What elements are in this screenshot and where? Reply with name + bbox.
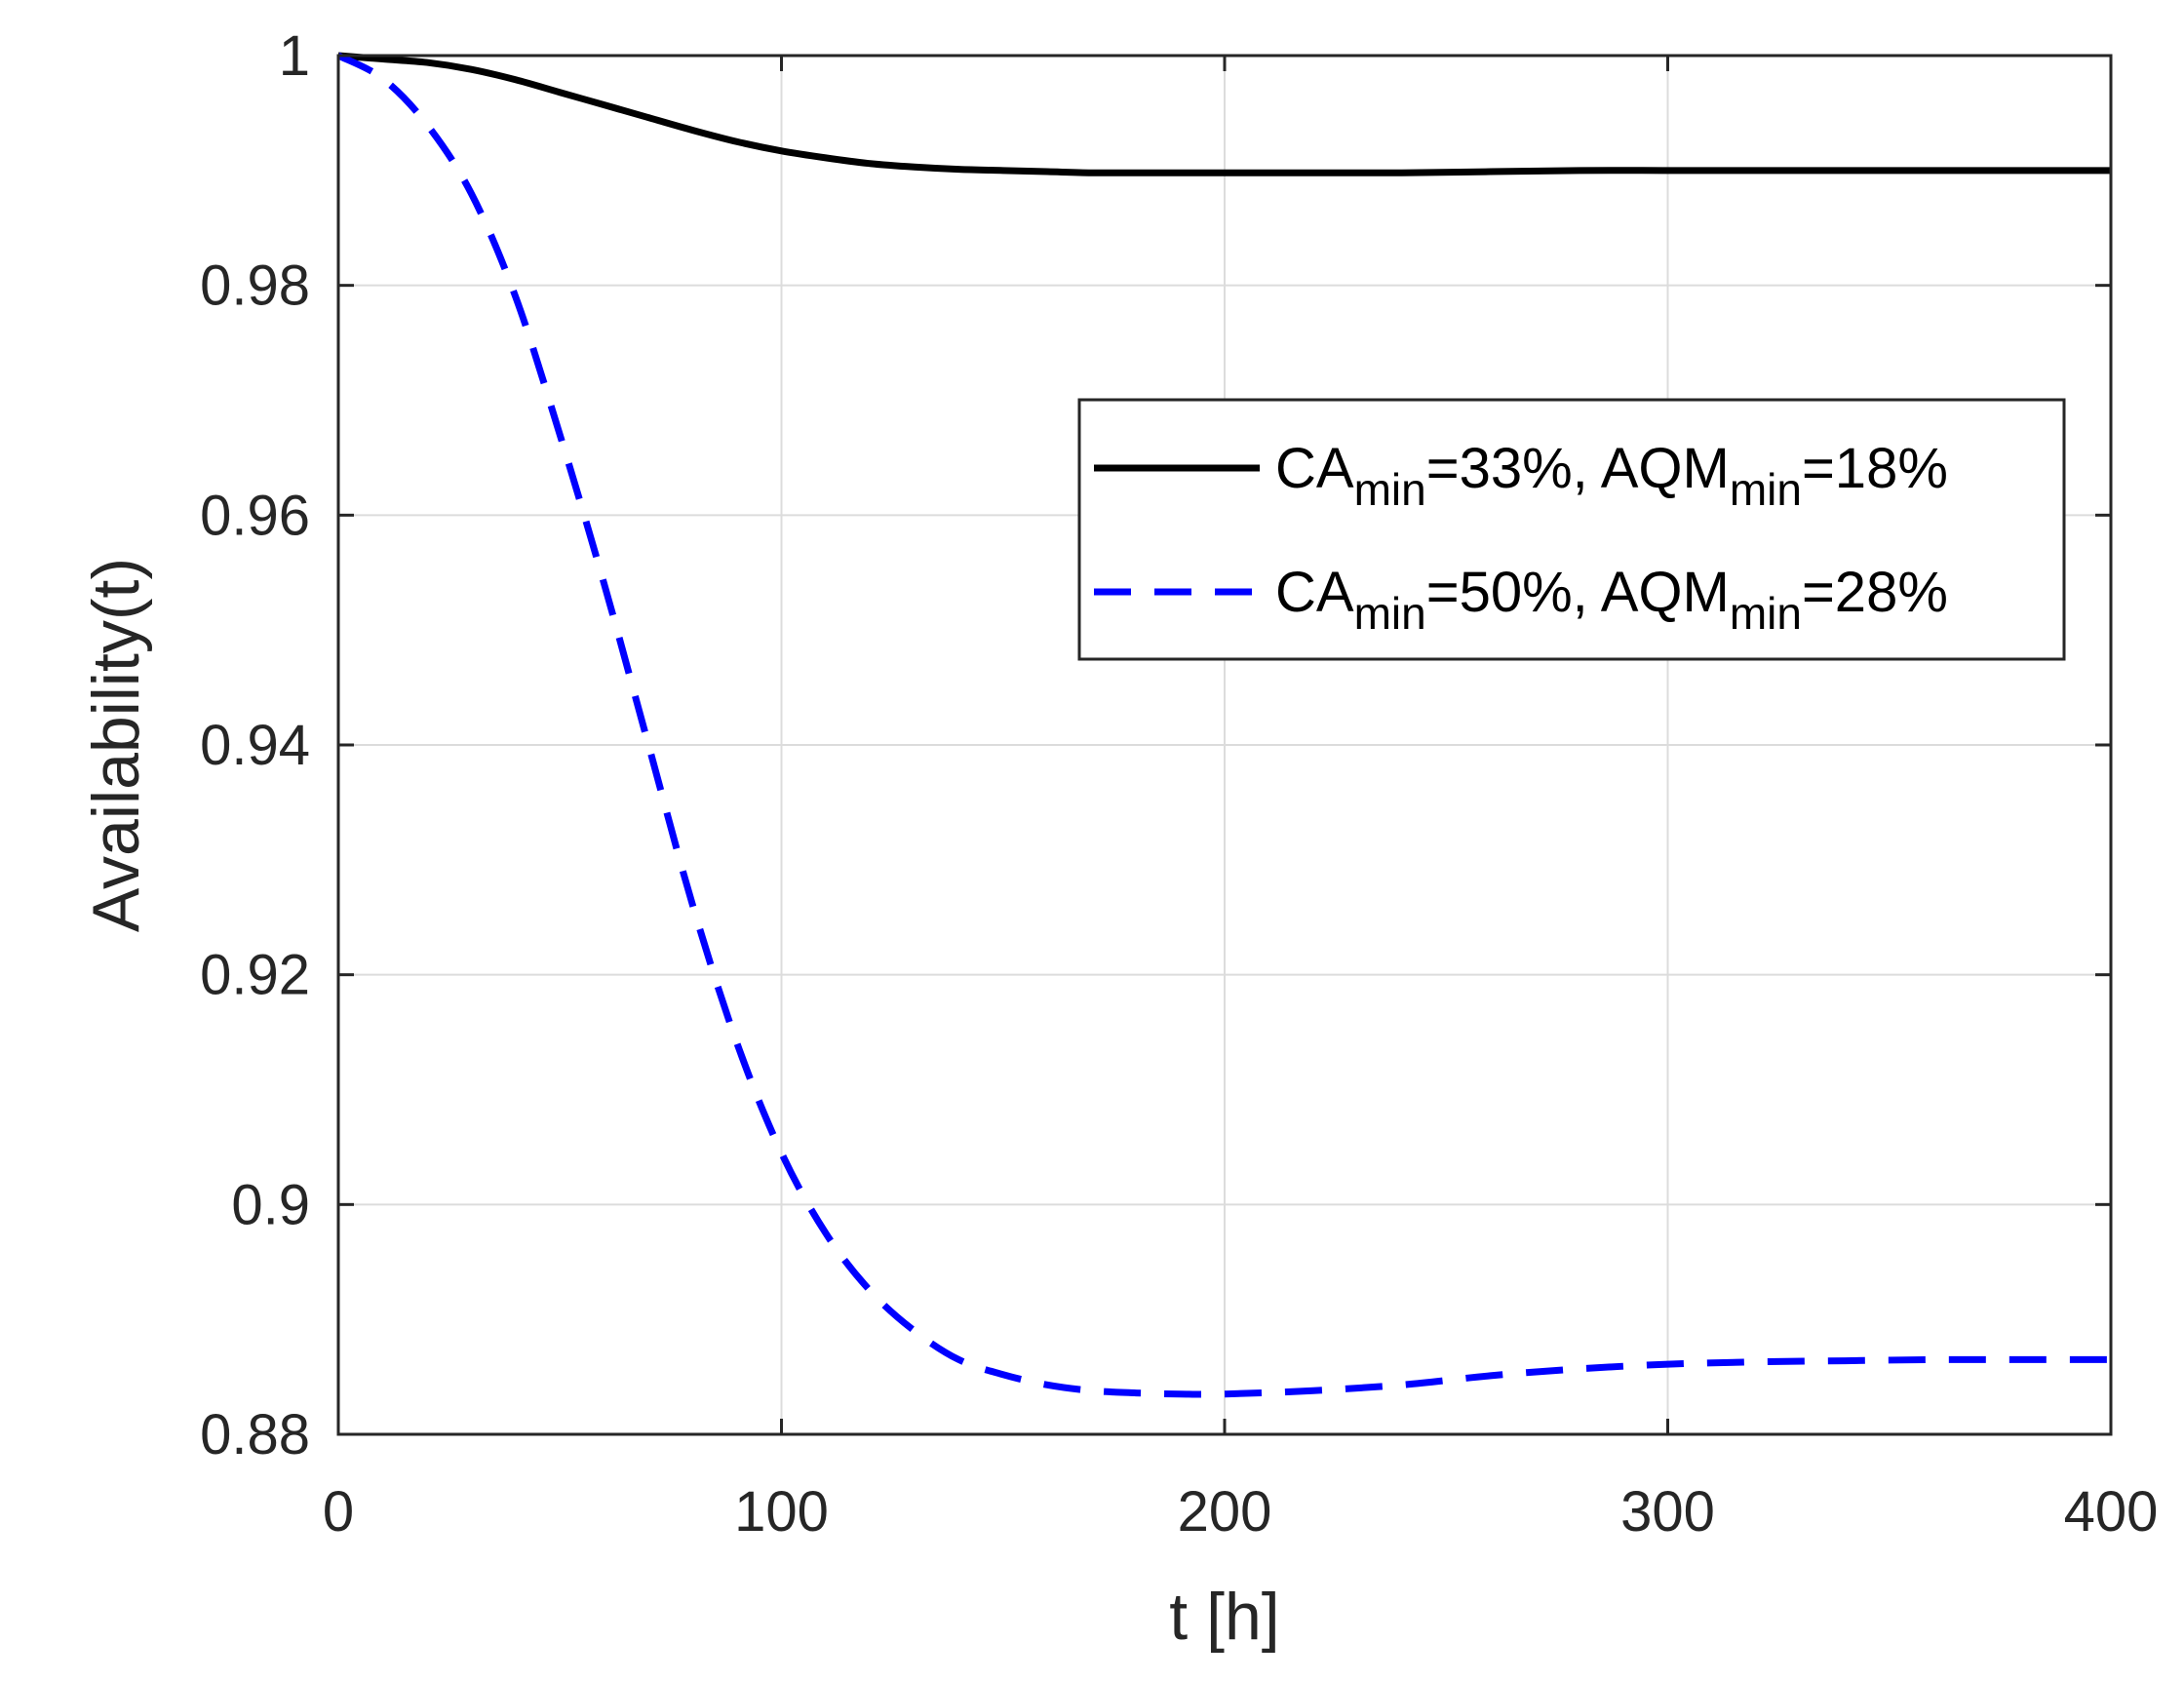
legend-entry-series-2: CAmin=50%, AQMmin=28% (1275, 561, 1948, 639)
y-tick-label: 0.98 (200, 254, 310, 318)
series-line-2 (336, 52, 2111, 1398)
y-tick-label: 0.94 (200, 714, 310, 777)
y-tick-label: 0.88 (200, 1403, 310, 1466)
plot-series (336, 52, 2111, 1398)
x-tick-label: 200 (1178, 1480, 1272, 1544)
y-tick-label: 0.92 (200, 944, 310, 1007)
legend-box (1077, 398, 2066, 661)
x-axis-label: t [h] (1169, 1580, 1279, 1654)
x-tick-label: 100 (734, 1480, 829, 1544)
x-tick-label: 300 (1620, 1480, 1715, 1544)
y-tick-label: 1 (279, 24, 310, 88)
y-tick-label: 0.96 (200, 484, 310, 547)
legend: CAmin=33%, AQMmin=18% CAmin=50%, AQMmin=… (1077, 398, 2066, 661)
y-tick-label: 0.9 (231, 1173, 310, 1236)
series-line-1 (337, 52, 2111, 176)
x-tick-label: 400 (2064, 1480, 2159, 1544)
y-axis-label: Availability(t) (79, 558, 153, 932)
legend-entry-series-1: CAmin=33%, AQMmin=18% (1275, 437, 1948, 515)
x-tick-label: 0 (323, 1480, 354, 1544)
axis-ticks: 0 100 200 300 400 0.88 0.9 0.92 0.94 0.96 0.98 1 (200, 24, 2158, 1544)
